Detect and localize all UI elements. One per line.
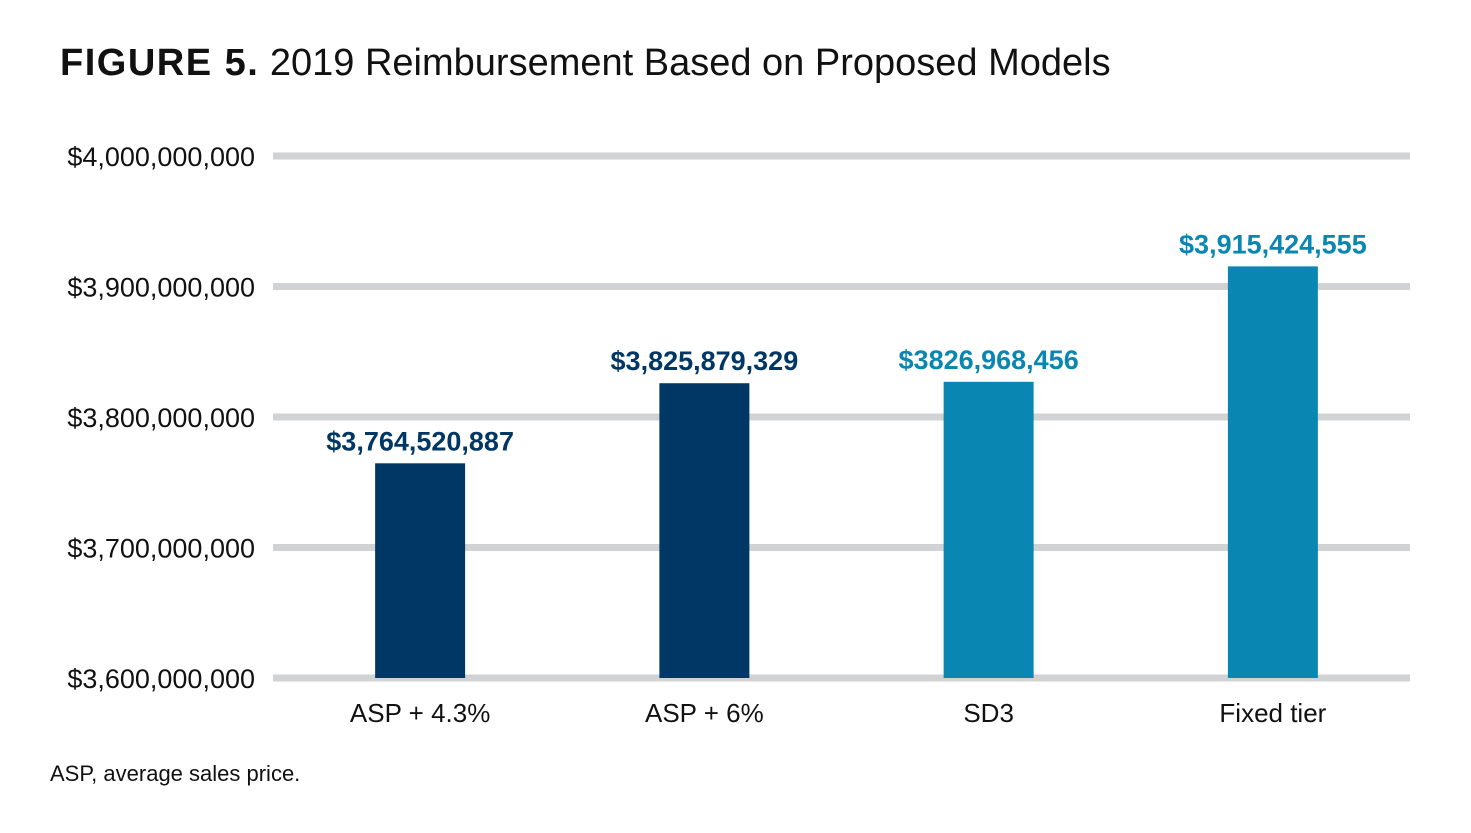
y-tick-label: $4,000,000,000 xyxy=(67,142,255,172)
y-tick-label: $3,800,000,000 xyxy=(67,403,255,433)
y-tick-label: $3,600,000,000 xyxy=(67,664,255,694)
bar xyxy=(375,463,466,678)
x-tick-label: ASP + 4.3% xyxy=(350,698,490,728)
bar xyxy=(1227,266,1318,678)
figure-number: FIGURE 5. xyxy=(60,42,260,84)
x-tick-label: ASP + 6% xyxy=(645,698,764,728)
bar xyxy=(943,381,1034,678)
bars xyxy=(375,266,1318,678)
x-axis-category-labels: ASP + 4.3% ASP + 6% SD3 Fixed tier xyxy=(350,698,1327,728)
x-tick-label: Fixed tier xyxy=(1219,698,1326,728)
bar-value-label: $3,825,879,329 xyxy=(611,346,799,376)
footnote: ASP, average sales price. xyxy=(50,761,301,786)
bar-value-labels: $3,764,520,887 $3,825,879,329 $3826,968,45… xyxy=(326,229,1366,456)
y-tick-label: $3,900,000,000 xyxy=(67,273,255,303)
y-axis-tick-labels: $3,600,000,000 $3,700,000,000 $3,800,000,0… xyxy=(67,142,255,694)
bar-value-label: $3826,968,456 xyxy=(899,345,1079,375)
bar-value-label: $3,915,424,555 xyxy=(1179,229,1367,259)
bar xyxy=(659,383,750,678)
y-tick-label: $3,700,000,000 xyxy=(67,534,255,564)
bar-value-label: $3,764,520,887 xyxy=(326,426,514,456)
figure-title-text: 2019 Reimbursement Based on Proposed Mod… xyxy=(269,42,1111,84)
figure-title: FIGURE 5. 2019 Reimbursement Based on Pr… xyxy=(60,42,1111,85)
x-tick-label: SD3 xyxy=(963,698,1014,728)
